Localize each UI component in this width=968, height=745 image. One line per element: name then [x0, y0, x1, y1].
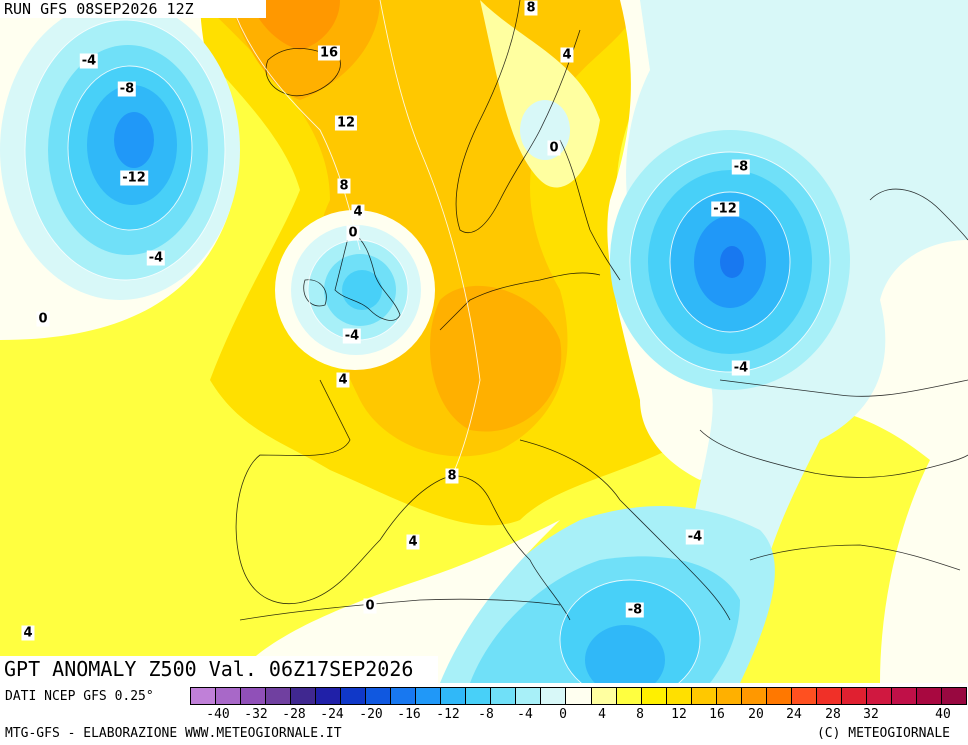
contour-label: 0	[346, 225, 360, 241]
contour-label: 4	[21, 625, 35, 641]
credit-left: MTG-GFS - ELABORAZIONE WWW.METEOGIORNALE…	[5, 726, 342, 741]
contour-label: 12	[334, 115, 358, 131]
scale-tick-label: 24	[786, 707, 802, 722]
contour-label: -4	[685, 529, 705, 545]
scale-tick-label: -28	[282, 707, 306, 722]
color-swatch	[565, 687, 592, 705]
scale-tick-label: 12	[671, 707, 687, 722]
color-swatch	[915, 687, 942, 705]
contour-label: -8	[731, 159, 751, 175]
scale-tick-label: 8	[636, 707, 644, 722]
color-swatch	[615, 687, 642, 705]
contour-label: -4	[146, 250, 166, 266]
scale-tick-label: -16	[397, 707, 421, 722]
color-swatch	[815, 687, 842, 705]
color-swatch	[740, 687, 767, 705]
scale-tick-label: 40	[935, 707, 951, 722]
scale-tick-label: 28	[825, 707, 841, 722]
color-swatch	[290, 687, 317, 705]
contour-label: -12	[711, 201, 739, 217]
color-swatch	[765, 687, 792, 705]
contour-label: 8	[337, 178, 351, 194]
contour-label: -12	[120, 170, 148, 186]
color-swatch	[865, 687, 892, 705]
contour-label: 16	[317, 45, 341, 61]
color-scale-ticks: -40 -32 -28 -24 -20 -16 -12 -8 -4 0 4 8 12 16 20 24 28 32…	[190, 707, 966, 723]
contour-label: 4	[406, 534, 420, 550]
contour-label: -8	[625, 602, 645, 618]
contour-label: -8	[117, 81, 137, 97]
color-swatch	[265, 687, 292, 705]
color-swatch	[515, 687, 542, 705]
color-swatch	[640, 687, 667, 705]
contour-label: 8	[445, 468, 459, 484]
color-swatch	[715, 687, 742, 705]
scale-tick-label: -8	[478, 707, 494, 722]
scale-tick-label: -12	[436, 707, 460, 722]
color-swatch	[690, 687, 717, 705]
color-swatch	[790, 687, 817, 705]
scale-tick-label: -4	[517, 707, 533, 722]
color-swatch	[665, 687, 692, 705]
color-swatch	[240, 687, 267, 705]
scale-tick-label: 16	[709, 707, 725, 722]
color-swatch	[840, 687, 867, 705]
color-swatch	[190, 687, 217, 705]
scale-tick-label: 4	[598, 707, 606, 722]
scale-tick-label: -40	[206, 707, 230, 722]
data-source-label: DATI NCEP GFS 0.25°	[5, 689, 154, 704]
scale-tick-label: -24	[320, 707, 344, 722]
color-swatch	[890, 687, 917, 705]
map-title: GPT ANOMALY Z500 Val. 06Z17SEP2026	[0, 656, 438, 683]
contour-label: -4	[342, 328, 362, 344]
scale-tick-label: 0	[559, 707, 567, 722]
credit-right: (C) METEOGIORNALE	[816, 726, 950, 741]
contour-label: 0	[363, 598, 377, 614]
color-swatch	[465, 687, 492, 705]
color-swatch	[940, 687, 967, 705]
color-swatch	[540, 687, 567, 705]
color-swatch	[415, 687, 442, 705]
color-swatch	[440, 687, 467, 705]
scale-tick-label: -20	[359, 707, 383, 722]
contour-label: 8	[524, 0, 538, 16]
color-swatch	[490, 687, 517, 705]
color-swatch	[390, 687, 417, 705]
scale-tick-label: -32	[244, 707, 268, 722]
contour-label: 4	[336, 372, 350, 388]
run-label: RUN GFS 08SEP2026 12Z	[0, 0, 266, 18]
scale-tick-label: 20	[748, 707, 764, 722]
color-swatch	[365, 687, 392, 705]
contour-label: -4	[79, 53, 99, 69]
contour-label: 0	[547, 140, 561, 156]
color-swatch	[340, 687, 367, 705]
contour-label: -4	[731, 360, 751, 376]
color-swatch	[315, 687, 342, 705]
scale-tick-label: 32	[863, 707, 879, 722]
color-swatch	[215, 687, 242, 705]
contour-label: 4	[560, 47, 574, 63]
contour-label: 0	[36, 311, 50, 327]
color-scale-bar	[190, 687, 967, 705]
contour-label: 4	[351, 204, 365, 220]
anomaly-map	[0, 0, 968, 683]
color-swatch	[590, 687, 617, 705]
